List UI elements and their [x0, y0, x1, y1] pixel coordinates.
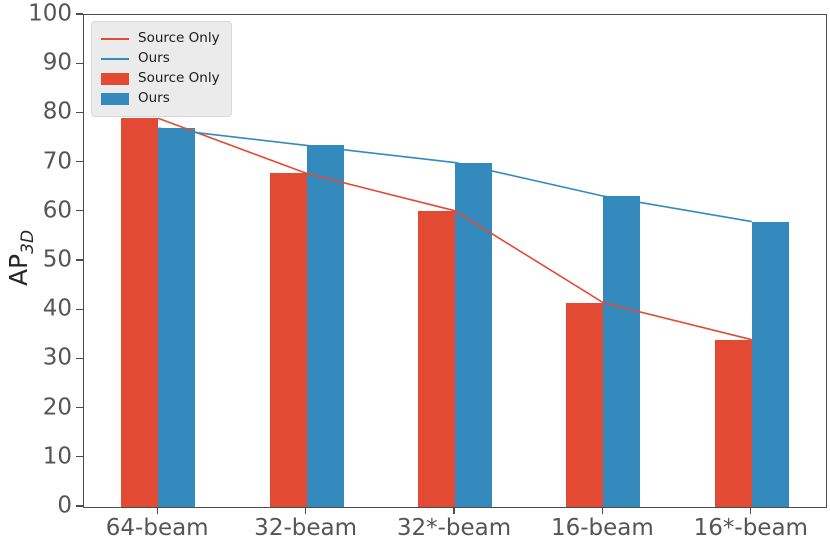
legend-label: Source Only [138, 70, 220, 87]
legend-item-source-only-line: Source Only [101, 29, 220, 49]
y-tick-mark [76, 308, 83, 310]
legend-item-ours-patch: Ours [101, 89, 220, 109]
legend-patch-sample [101, 73, 129, 85]
x-tick-label-32-beam: 32-beam [254, 515, 358, 540]
bar-ours-16star-beam [751, 221, 789, 507]
legend-line-sample [101, 38, 129, 40]
x-tick-mark [601, 507, 604, 514]
x-tick-label-16-beam: 16-beam [550, 515, 654, 540]
y-tick-label-50: 50 [42, 246, 72, 273]
bar-source-only-16star-beam [714, 339, 752, 507]
legend-label: Source Only [138, 30, 220, 47]
x-tick-label-64-beam: 64-beam [105, 515, 209, 540]
y-tick-label-30: 30 [42, 344, 72, 371]
y-tick-mark [76, 357, 83, 360]
bar-source-only-64-beam [121, 118, 159, 507]
bar-source-only-16-beam [566, 302, 604, 507]
bar-ours-32star-beam [455, 162, 492, 507]
y-tick-mark [76, 210, 83, 212]
bar-source-only-32star-beam [418, 210, 455, 507]
y-tick-label-10: 10 [42, 443, 72, 470]
y-tick-mark [76, 13, 83, 15]
x-tick-mark [453, 507, 455, 514]
y-tick-mark [76, 259, 83, 261]
x-tick-mark [156, 507, 158, 514]
legend-patch-sample [101, 93, 129, 105]
y-tick-label-70: 70 [42, 148, 72, 175]
y-tick-label-0: 0 [57, 492, 72, 519]
x-tick-mark [304, 507, 307, 514]
y-tick-mark [76, 456, 83, 458]
x-tick-mark [750, 507, 752, 514]
plot-area: Source Only Ours Source Only Ours [83, 14, 827, 508]
y-tick-mark [76, 62, 83, 64]
bar-source-only-32-beam [269, 173, 307, 507]
bar-ours-64-beam [158, 128, 196, 507]
x-tick-label-16star-beam: 16*-beam [693, 515, 808, 540]
y-tick-mark [76, 160, 83, 163]
legend-label: Ours [138, 50, 170, 67]
y-tick-mark [76, 406, 83, 409]
y-tick-mark [76, 111, 83, 114]
legend-item-ours-line: Ours [101, 49, 220, 69]
legend-label: Ours [138, 90, 170, 107]
bar-ours-32-beam [306, 145, 344, 507]
bar-ours-16-beam [603, 196, 641, 507]
y-tick-label-100: 100 [28, 0, 72, 27]
y-tick-label-20: 20 [42, 394, 72, 421]
y-tick-label-60: 60 [42, 197, 72, 224]
legend-item-source-only-patch: Source Only [101, 69, 220, 89]
y-tick-label-40: 40 [42, 295, 72, 322]
legend: Source Only Ours Source Only Ours [91, 21, 232, 117]
y-tick-mark [76, 505, 83, 507]
x-tick-label-32star-beam: 32*-beam [396, 515, 512, 540]
legend-line-sample [101, 58, 129, 60]
y-tick-label-80: 80 [42, 98, 72, 125]
y-tick-label-90: 90 [42, 49, 72, 76]
